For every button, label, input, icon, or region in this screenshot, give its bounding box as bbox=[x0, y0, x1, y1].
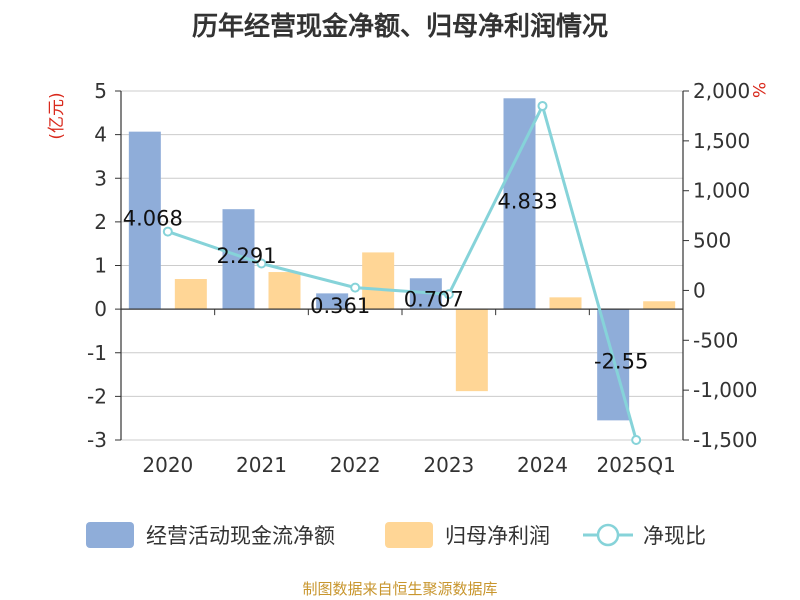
legend-label: 净现比 bbox=[643, 524, 706, 548]
bar bbox=[549, 297, 582, 310]
legend-item: 经营活动现金流净额 bbox=[86, 522, 335, 548]
right-tick-label: 1,500 bbox=[693, 129, 750, 153]
right-tick-label: -1,000 bbox=[693, 378, 757, 402]
bar bbox=[268, 272, 301, 310]
line-point bbox=[631, 435, 642, 445]
line-point bbox=[162, 226, 173, 237]
bar bbox=[455, 309, 488, 392]
legend-swatch bbox=[385, 522, 433, 548]
line-point bbox=[256, 258, 267, 269]
legend-item: 归母净利润 bbox=[385, 522, 550, 548]
data-label: 4.068 bbox=[123, 207, 183, 231]
right-tick-label: -500 bbox=[693, 328, 738, 352]
legend-swatch-marker bbox=[596, 523, 620, 547]
line-point bbox=[350, 282, 361, 293]
line-layer bbox=[162, 100, 642, 445]
left-tick-label: 3 bbox=[94, 166, 107, 190]
grid-layer bbox=[121, 90, 683, 441]
left-tick-label: -3 bbox=[87, 428, 107, 452]
legend-label: 归母净利润 bbox=[445, 524, 550, 548]
data-label: 0.361 bbox=[310, 294, 370, 318]
x-tick-label: 2023 bbox=[423, 453, 474, 477]
legend-item: 净现比 bbox=[583, 523, 706, 548]
right-tick-label: -1,500 bbox=[693, 428, 757, 452]
x-tick-label: 2022 bbox=[330, 453, 381, 477]
right-axis-unit: % bbox=[748, 82, 768, 98]
source-note: 制图数据来自恒生聚源数据库 bbox=[302, 580, 498, 598]
axes-layer: 5 4 3 2 1 0 -1 -2 -3 2,000 1,500 1,000 500 0 -500 -1,00… bbox=[47, 79, 768, 477]
legend-swatch bbox=[86, 522, 134, 548]
series-line bbox=[167, 101, 638, 441]
data-label: 2.291 bbox=[216, 244, 276, 268]
left-tick-label: -2 bbox=[87, 384, 107, 408]
data-label: -2.55 bbox=[594, 349, 648, 373]
left-tick-label: 2 bbox=[94, 210, 107, 234]
right-tick-label: 500 bbox=[693, 229, 731, 253]
line-point bbox=[443, 289, 454, 300]
x-tick-label: 2024 bbox=[517, 453, 568, 477]
left-tick-label: 1 bbox=[94, 254, 107, 278]
left-tick-label: -1 bbox=[87, 341, 107, 365]
data-label: 4.833 bbox=[497, 189, 557, 213]
data-label: 0.707 bbox=[404, 287, 464, 311]
bar bbox=[128, 131, 161, 310]
legend: 经营活动现金流净额 归母净利润 净现比 bbox=[86, 522, 706, 548]
x-tick-label: 2021 bbox=[236, 453, 287, 477]
chart-title: 历年经营现金净额、归母净利润情况 bbox=[191, 12, 608, 42]
x-tick-label: 2020 bbox=[142, 453, 193, 477]
left-tick-label: 5 bbox=[94, 79, 107, 103]
labels-layer: 4.068 2.291 0.361 0.707 4.833 -2.55 bbox=[123, 189, 649, 373]
x-tick-label: 2025Q1 bbox=[596, 453, 675, 477]
left-tick-label: 0 bbox=[94, 297, 107, 321]
bar bbox=[643, 301, 676, 310]
right-tick-label: 1,000 bbox=[693, 179, 750, 203]
right-tick-label: 2,000 bbox=[693, 79, 750, 103]
legend-label: 经营活动现金流净额 bbox=[146, 524, 335, 548]
left-tick-label: 4 bbox=[94, 123, 107, 147]
bar bbox=[362, 252, 395, 310]
right-tick-label: 0 bbox=[693, 278, 706, 302]
bars-layer bbox=[128, 98, 676, 421]
bar bbox=[597, 309, 630, 421]
left-axis-unit: (亿元) bbox=[47, 92, 67, 139]
bar bbox=[316, 293, 349, 310]
bar bbox=[174, 279, 207, 310]
line-point bbox=[537, 100, 548, 111]
